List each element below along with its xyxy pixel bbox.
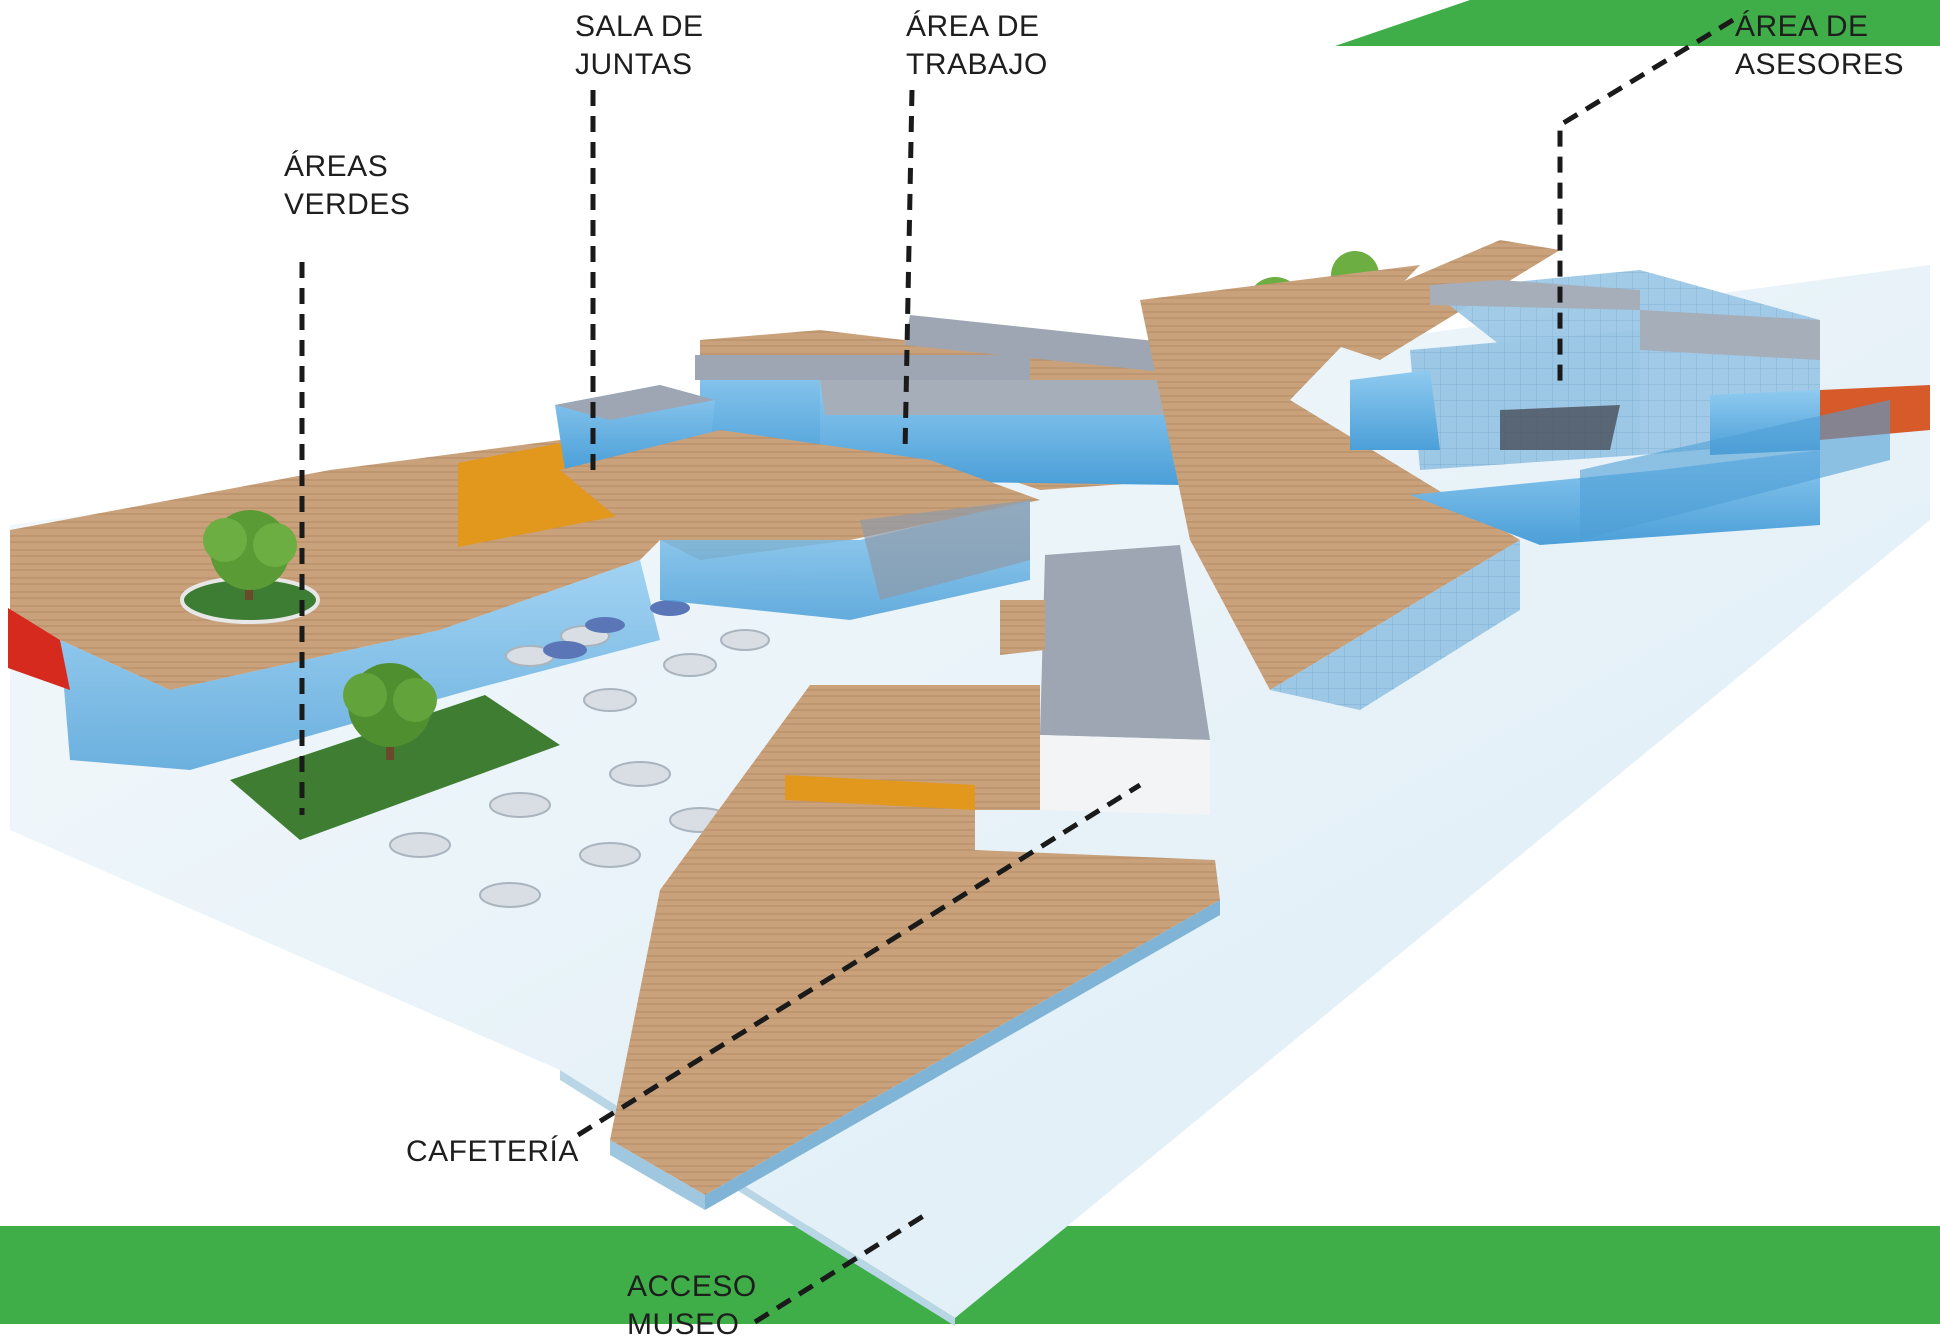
tree-icon (343, 663, 437, 760)
label-acceso-museo: ACCESO MUSEO (627, 1268, 757, 1344)
cafeteria-deck (610, 685, 1220, 1210)
round-table-icon (543, 600, 690, 659)
leader-lines (299, 17, 1735, 1325)
label-acceso-museo-line-1: ACCESO (627, 1270, 757, 1303)
central-building (555, 315, 1240, 620)
label-acceso-museo-line-2: MUSEO (627, 1308, 740, 1341)
lawn-area (230, 695, 560, 840)
label-areas-verdes: ÁREAS VERDES (284, 148, 410, 224)
right-wood-deck (1140, 240, 1560, 710)
label-areas-verdes-line-1: ÁREAS (284, 150, 389, 183)
leader-line-area-de-asesores (1557, 17, 1735, 385)
label-cafeteria: CAFETERÍA (406, 1133, 579, 1171)
tree-icon (180, 510, 320, 624)
label-cafeteria-line-1: CAFETERÍA (406, 1135, 579, 1168)
label-sala-de-juntas-line-1: SALA DE (575, 10, 704, 43)
label-area-de-trabajo-line-1: ÁREA DE (906, 10, 1040, 43)
label-areas-verdes-line-2: VERDES (284, 188, 411, 221)
label-area-de-asesores: ÁREA DE ASESORES (1735, 8, 1904, 84)
label-sala-de-juntas-line-2: JUNTAS (575, 48, 693, 81)
top-green-band (1335, 0, 1940, 46)
label-area-de-asesores-line-2: ASESORES (1735, 48, 1905, 81)
label-area-de-trabajo-line-2: TRABAJO (906, 48, 1048, 81)
advisors-building (1350, 270, 1930, 545)
label-area-de-asesores-line-1: ÁREA DE (1735, 10, 1869, 43)
leader-line-area-de-trabajo (902, 89, 915, 453)
leader-line-acceso-museo (753, 1212, 927, 1325)
leader-line-cafeteria (576, 782, 1142, 1138)
label-sala-de-juntas: SALA DE JUNTAS (575, 8, 704, 84)
central-wing (1000, 545, 1210, 815)
label-area-de-trabajo: ÁREA DE TRABAJO (906, 8, 1048, 84)
